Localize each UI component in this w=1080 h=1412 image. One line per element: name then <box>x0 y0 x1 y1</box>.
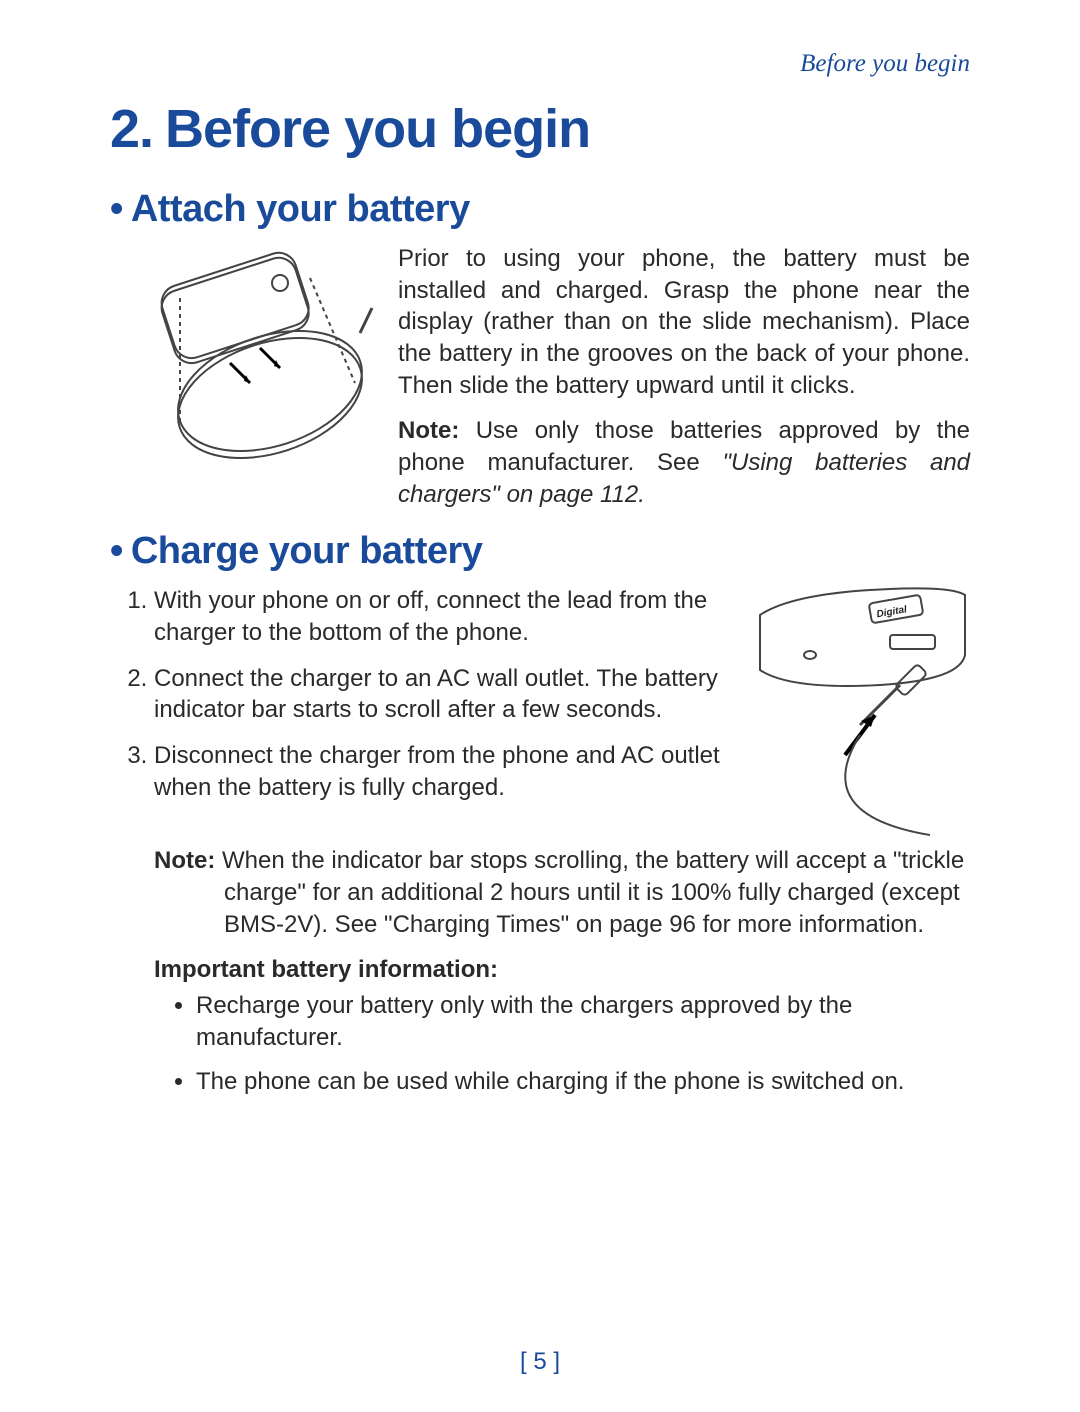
charge-step-2: Connect the charger to an AC wall outlet… <box>154 663 732 726</box>
attach-text: Prior to using your phone, the battery m… <box>398 243 970 524</box>
charge-step-3: Disconnect the charger from the phone an… <box>154 740 732 803</box>
bullet-icon: • <box>110 188 123 230</box>
important-heading: Important battery information: <box>110 956 970 984</box>
section-attach-heading: •Attach your battery <box>110 188 970 231</box>
charge-note: Note: When the indicator bar stops scrol… <box>110 845 970 940</box>
charge-steps: With your phone on or off, connect the l… <box>110 585 732 803</box>
note-label: Note: <box>398 417 459 444</box>
chapter-title: 2.Before you begin <box>110 98 970 160</box>
charge-text: With your phone on or off, connect the l… <box>110 585 732 817</box>
note-label: Note: <box>154 847 215 874</box>
bullet-icon: • <box>110 530 123 572</box>
running-header: Before you begin <box>110 50 970 78</box>
important-list: Recharge your battery only with the char… <box>110 990 970 1097</box>
chapter-title-text: Before you begin <box>165 99 590 159</box>
charge-block: With your phone on or off, connect the l… <box>110 585 970 845</box>
charge-note-text: When the indicator bar stops scrolling, … <box>222 847 964 937</box>
section-charge-heading: •Charge your battery <box>110 530 970 573</box>
battery-insert-illustration <box>110 243 380 473</box>
page-number: [ 5 ] <box>0 1348 1080 1376</box>
section-attach-text: Attach your battery <box>131 188 470 230</box>
section-charge-text: Charge your battery <box>131 530 483 572</box>
attach-block: Prior to using your phone, the battery m… <box>110 243 970 524</box>
charger-connect-illustration: Digital <box>750 585 970 845</box>
attach-paragraph: Prior to using your phone, the battery m… <box>398 243 970 401</box>
important-item-1: Recharge your battery only with the char… <box>196 990 970 1053</box>
chapter-number: 2. <box>110 99 153 159</box>
attach-note: Note: Use only those batteries approved … <box>398 415 970 510</box>
charge-step-1: With your phone on or off, connect the l… <box>154 585 732 648</box>
important-item-2: The phone can be used while charging if … <box>196 1066 970 1098</box>
